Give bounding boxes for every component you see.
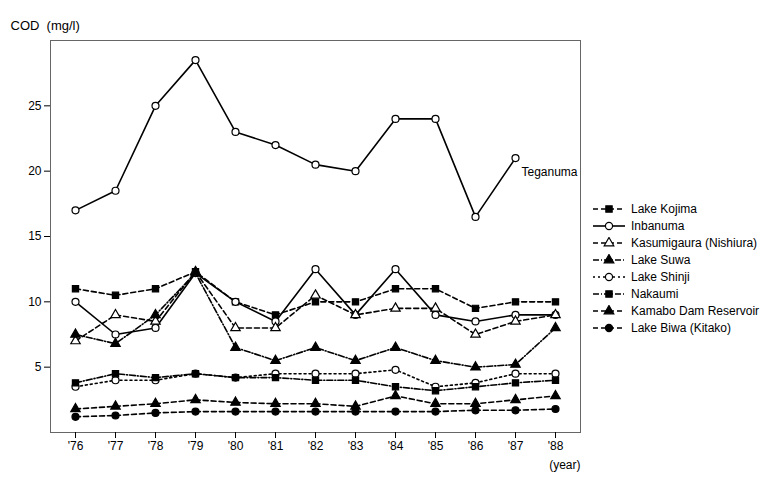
svg-text:'81: '81 — [268, 439, 284, 453]
html-text:Nakaumi: Nakaumi — [631, 286, 679, 301]
svg-text:'85: '85 — [428, 439, 444, 453]
html-text:Lake Biwa (Kitako): Lake Biwa (Kitako) — [631, 320, 731, 335]
svg-text:'88: '88 — [548, 439, 564, 453]
html-text:Inbanuma: Inbanuma — [631, 218, 685, 233]
html-text:Lake Suwa: Lake Suwa — [631, 252, 691, 267]
svg-text:'80: '80 — [228, 439, 244, 453]
svg-text:(year): (year) — [549, 458, 580, 472]
svg-text:Teganuma: Teganuma — [522, 165, 578, 179]
svg-text:5: 5 — [35, 360, 42, 374]
svg-text:10: 10 — [28, 295, 42, 309]
html-text:Kasumigaura (Nishiura): Kasumigaura (Nishiura) — [631, 235, 757, 250]
svg-text:'79: '79 — [188, 439, 204, 453]
svg-text:'86: '86 — [468, 439, 484, 453]
svg-text:'82: '82 — [308, 439, 324, 453]
svg-text:'77: '77 — [108, 439, 124, 453]
html-text:Lake Shinji: Lake Shinji — [631, 269, 690, 284]
svg-text:15: 15 — [28, 229, 42, 243]
svg-text:'87: '87 — [508, 439, 524, 453]
svg-text:'84: '84 — [388, 439, 404, 453]
svg-text:25: 25 — [28, 99, 42, 113]
html-text:Lake Kojima: Lake Kojima — [631, 201, 697, 216]
html-text:Kamabo Dam Reservoir: Kamabo Dam Reservoir — [631, 303, 759, 318]
svg-text:'83: '83 — [348, 439, 364, 453]
svg-text:20: 20 — [28, 164, 42, 178]
svg-text:'76: '76 — [68, 439, 84, 453]
svg-text:COD (mg/l): COD (mg/l) — [11, 18, 80, 33]
svg-text:'78: '78 — [148, 439, 164, 453]
